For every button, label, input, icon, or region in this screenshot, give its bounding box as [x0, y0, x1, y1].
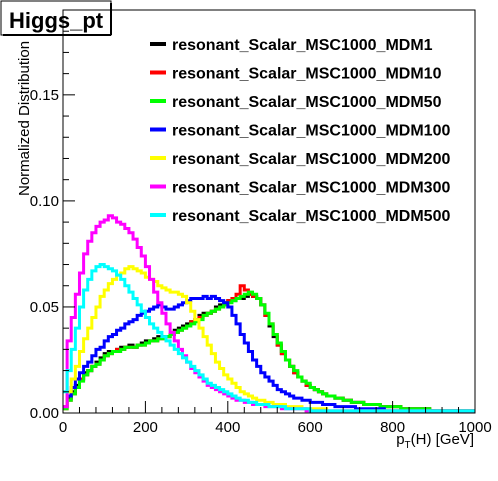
x-axis-label-rest: (H) [GeV] [411, 431, 474, 448]
y-tick-label: 0.05 [30, 299, 59, 316]
legend-label-5: resonant_Scalar_MSC1000_MDM200 [172, 151, 450, 168]
legend: resonant_Scalar_MSC1000_MDM1 resonant_Sca… [150, 37, 450, 225]
x-tick-label: 0 [59, 419, 67, 436]
x-tick-label: 200 [133, 419, 158, 436]
chart-title: Higgs_pt [9, 8, 104, 33]
legend-label-7: resonant_Scalar_MSC1000_MDM500 [172, 208, 450, 225]
series-layer [63, 214, 475, 413]
x-tick-label: 600 [298, 419, 323, 436]
x-axis-label-subscript: T [405, 440, 411, 451]
x-axis-label-main: p [396, 431, 404, 448]
legend-label-2: resonant_Scalar_MSC1000_MDM10 [172, 66, 442, 83]
axis-layer: 0 200 400 600 800 1000 0.00 0.05 0.10 0.15 [30, 9, 492, 436]
plot-frame [62, 9, 476, 414]
x-tick-label: 800 [380, 419, 405, 436]
series-line-4 [63, 294, 475, 413]
x-tick-label: 400 [215, 419, 240, 436]
title-frame [0, 0, 112, 36]
series-line-3 [63, 290, 475, 413]
legend-label-3: resonant_Scalar_MSC1000_MDM50 [172, 94, 442, 111]
y-axis-label: Normalized Distribution [16, 41, 33, 196]
legend-label-6: resonant_Scalar_MSC1000_MDM300 [172, 180, 450, 197]
x-axis-label: pT(H) [GeV] [396, 431, 474, 451]
y-tick-label: 0.00 [30, 405, 59, 422]
legend-label-4: resonant_Scalar_MSC1000_MDM100 [172, 123, 450, 140]
y-tick-label: 0.10 [30, 193, 59, 210]
y-tick-label: 0.15 [30, 87, 59, 104]
legend-label-1: resonant_Scalar_MSC1000_MDM1 [172, 37, 433, 54]
title-box: Higgs_pt [0, 0, 112, 36]
x-tick-label: 1000 [458, 419, 491, 436]
series-line-7 [63, 263, 475, 413]
